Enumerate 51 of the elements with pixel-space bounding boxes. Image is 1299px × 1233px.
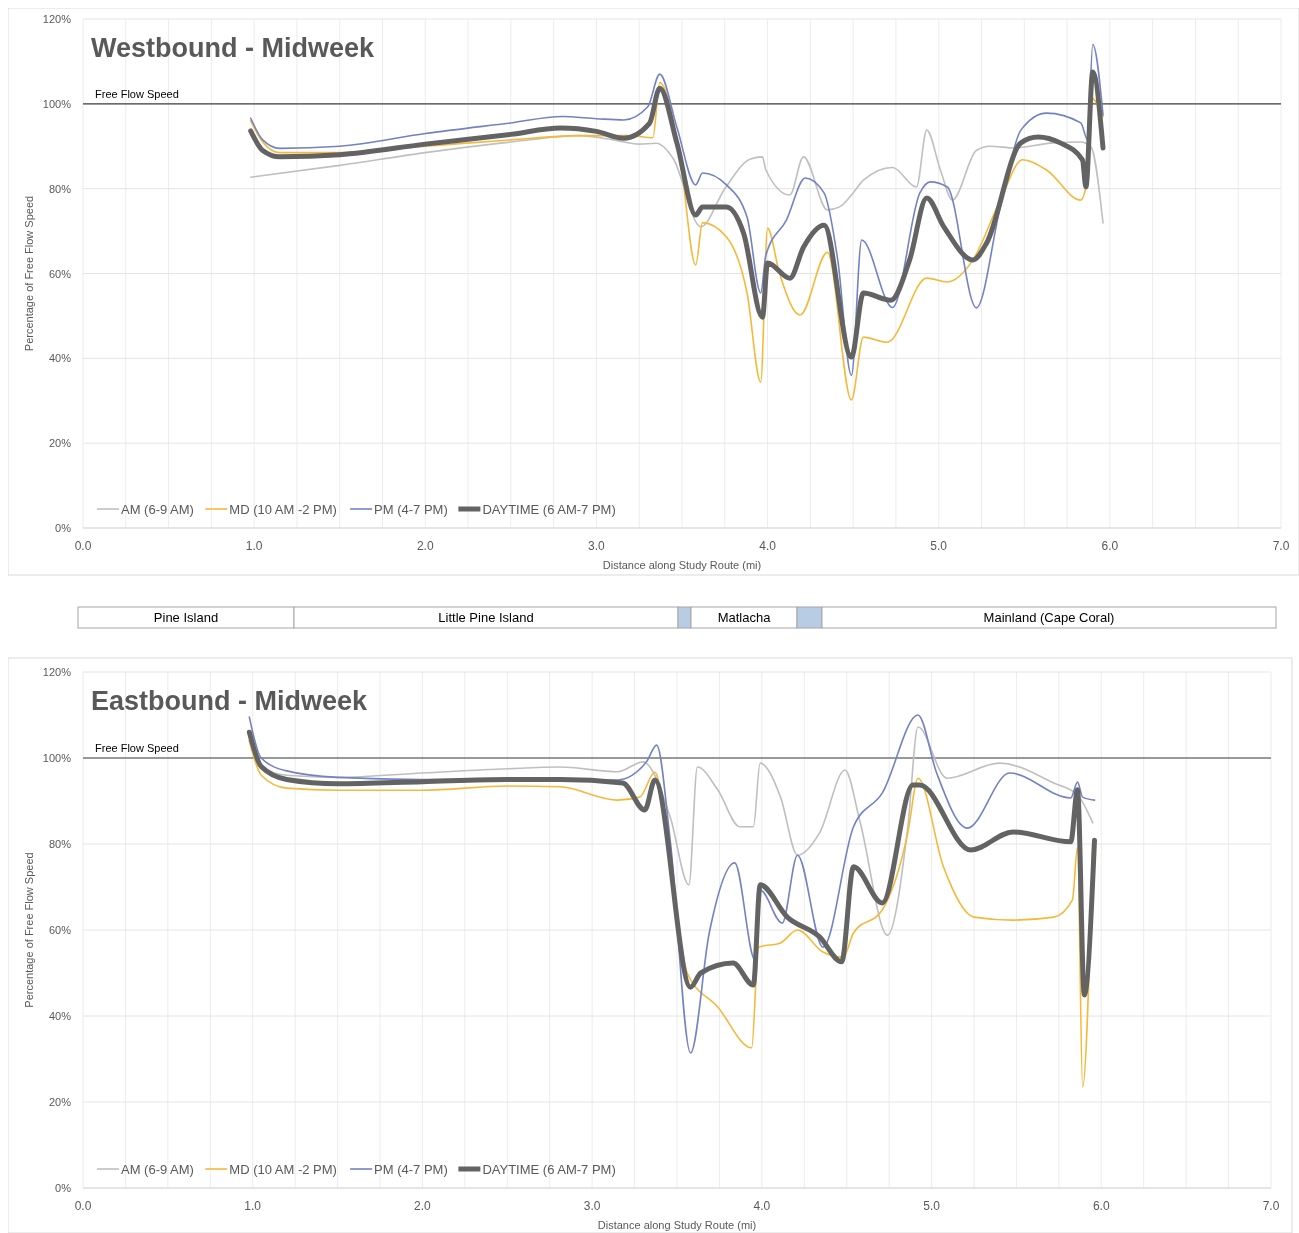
y-tick-label: 40% (48, 352, 72, 365)
y-tick-label: 120% (42, 13, 72, 25)
x-tick-label: 1.0 (245, 539, 263, 553)
x-tick-label: 6.0 (1092, 1199, 1110, 1213)
x-tick-label: 4.0 (759, 539, 777, 553)
line-series (249, 129, 1104, 228)
y-tick-label: 80% (48, 838, 72, 850)
y-axis-title: Percentage of Free Flow Speed (23, 195, 35, 352)
y-tick-label: 120% (42, 666, 72, 678)
text: Eastbound - Midweek (91, 686, 369, 716)
category-label: Pine Island (153, 610, 219, 625)
x-tick-label: 3.0 (583, 1199, 601, 1213)
category-label: Mainland (Cape Coral) (983, 610, 1115, 625)
y-tick-label: 0% (55, 1182, 72, 1194)
legend-label: MD (10 AM -2 PM) (229, 502, 337, 517)
legend-label: DAYTIME (6 AM-7 PM) (482, 502, 616, 517)
x-axis-title: Distance along Study Route (mi) (602, 559, 762, 571)
y-tick-label: 20% (48, 437, 72, 450)
y-tick-label: 100% (42, 97, 72, 110)
x-tick-label: 0.0 (74, 539, 92, 553)
x-tick-label: 5.0 (923, 1199, 941, 1213)
y-tick-label: 80% (48, 182, 72, 195)
x-tick-label: 6.0 (1101, 539, 1119, 553)
legend-label: PM (4-7 PM) (374, 502, 448, 517)
x-tick-label: 7.0 (1272, 539, 1290, 553)
ref-line-label: Free Flow Speed (95, 87, 179, 100)
legend-label: DAYTIME (6 AM-7 PM) (482, 1162, 616, 1177)
ref-line-label: Free Flow Speed (95, 742, 179, 754)
x-tick-label: 2.0 (414, 1199, 432, 1213)
y-tick-label: 20% (48, 1096, 72, 1108)
text: Westbound - Midweek (91, 33, 375, 63)
x-tick-label: 0.0 (74, 1199, 92, 1213)
y-tick-label: 60% (48, 924, 72, 936)
y-tick-label: 0% (55, 522, 72, 534)
y-tick-label: 60% (48, 267, 72, 280)
category-label: Little Pine Island (438, 610, 534, 625)
legend-label: MD (10 AM -2 PM) (229, 1162, 337, 1177)
x-tick-label: 2.0 (416, 539, 434, 553)
x-tick-label: 1.0 (244, 1199, 262, 1213)
x-axis-title: Distance along Study Route (mi) (597, 1219, 757, 1231)
y-axis-title: Percentage of Free Flow Speed (23, 852, 35, 1008)
legend-label: AM (6-9 AM) (121, 1162, 194, 1177)
legend-label: PM (4-7 PM) (374, 1162, 448, 1177)
category-label: Matlacha (717, 610, 772, 625)
y-tick-label: 100% (42, 752, 72, 764)
x-tick-label: 4.0 (753, 1199, 771, 1213)
x-tick-label: 7.0 (1262, 1199, 1280, 1213)
x-tick-label: 3.0 (588, 539, 606, 553)
legend-label: AM (6-9 AM) (121, 502, 194, 517)
x-tick-label: 5.0 (930, 539, 948, 553)
y-tick-label: 40% (48, 1010, 72, 1022)
